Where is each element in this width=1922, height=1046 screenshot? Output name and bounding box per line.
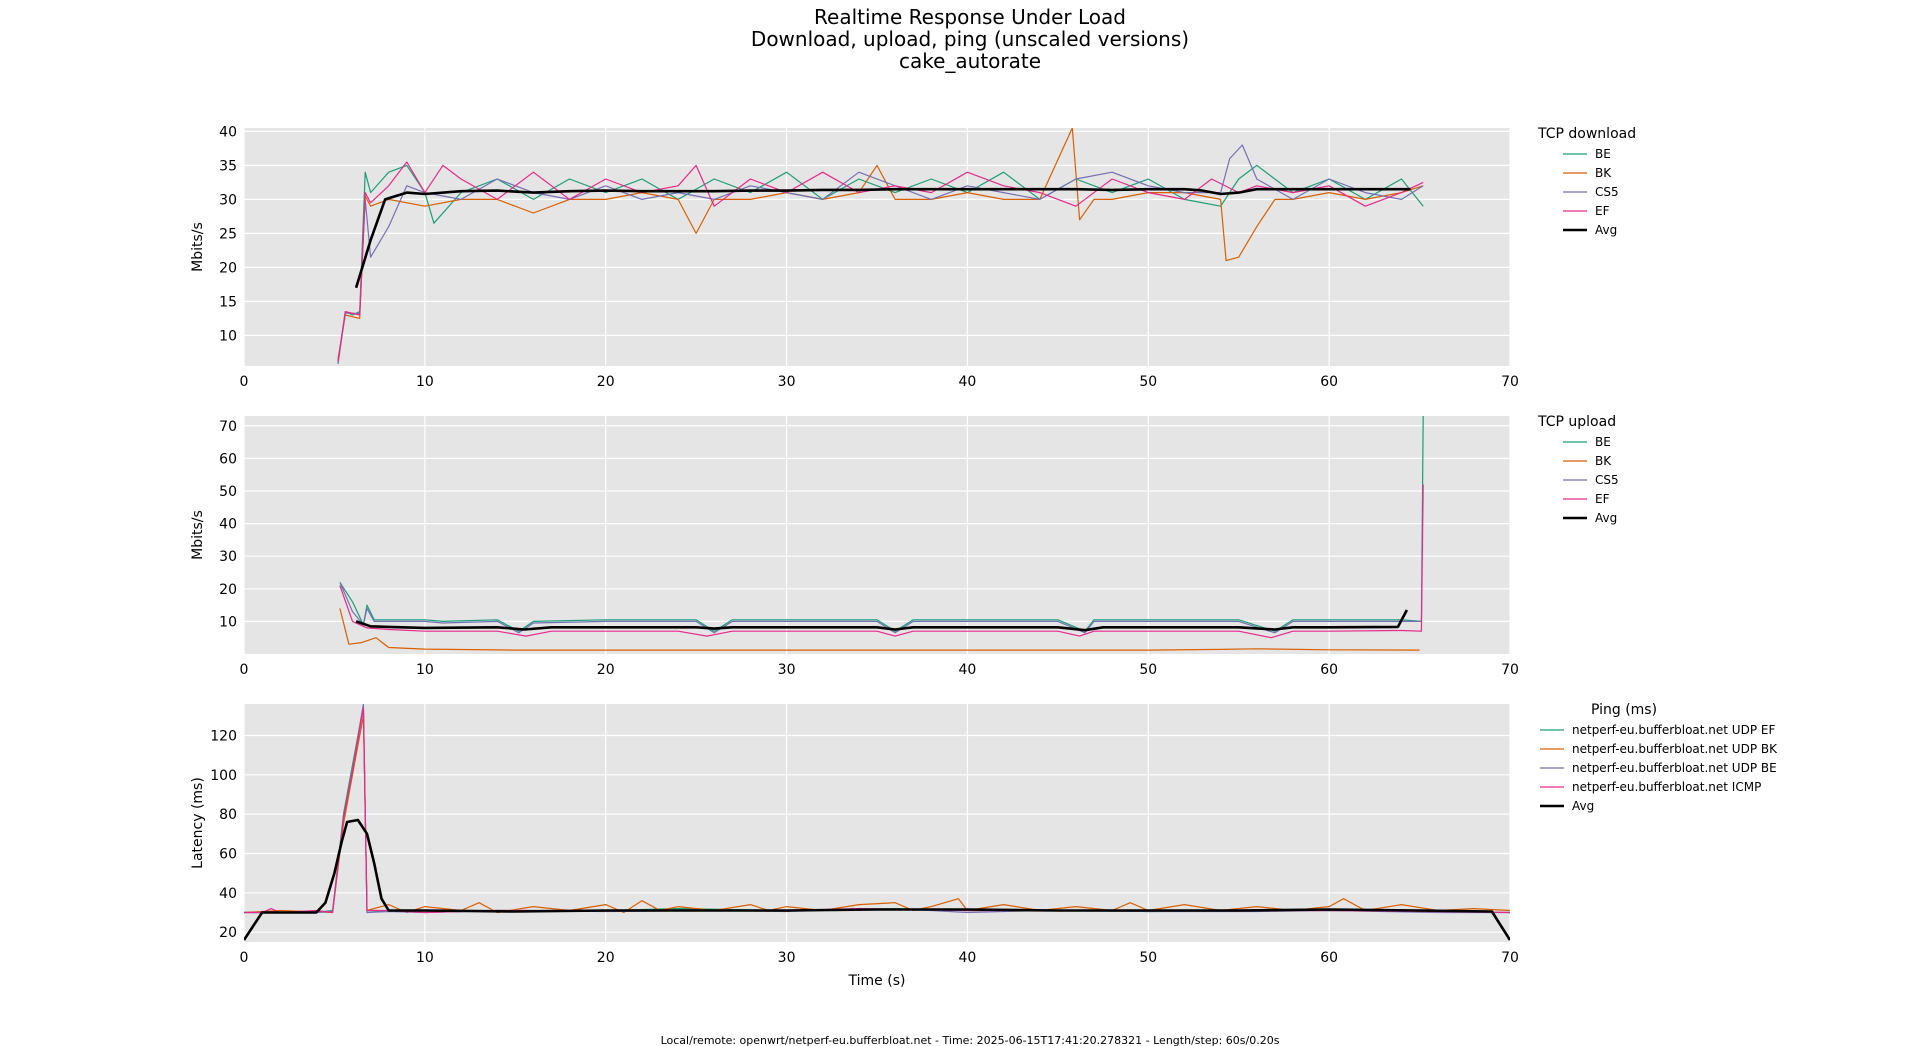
series-line-download-ef (337, 161, 1424, 362)
legend-label: netperf-eu.bufferbloat.net ICMP (1572, 780, 1761, 794)
y-tick-label: 40 (219, 124, 237, 140)
x-tick-label: 40 (959, 374, 977, 390)
title-line-2: Download, upload, ping (unscaled version… (751, 27, 1189, 51)
y-tick-label: 35 (219, 158, 237, 174)
legend-label: Avg (1595, 511, 1617, 525)
y-tick-label: 30 (219, 549, 237, 565)
series-line-download-cs5 (337, 144, 1424, 365)
plot-area-download (244, 128, 1510, 366)
legend-label: CS5 (1595, 185, 1619, 199)
x-tick-label: 0 (240, 950, 249, 966)
legend-label: netperf-eu.bufferbloat.net UDP BK (1572, 742, 1778, 756)
legend-download: TCP download BE BK CS5 EF Avg (1537, 126, 1636, 237)
x-tick-label: 60 (1320, 662, 1338, 678)
figure-footer: Local/remote: openwrt/netperf-eu.bufferb… (661, 1034, 1280, 1046)
y-tick-label: 30 (219, 192, 237, 208)
series-group-upload (339, 416, 1424, 651)
series-line-upload-cs5 (339, 582, 1422, 634)
y-axis-label: Mbits/s (190, 222, 206, 272)
figure-title: Realtime Response Under Load Download, u… (751, 5, 1189, 73)
x-tick-label: 30 (778, 950, 796, 966)
y-axis-label: Mbits/s (190, 510, 206, 560)
title-line-3: cake_autorate (899, 49, 1041, 73)
legend-label: EF (1595, 204, 1610, 218)
y-tick-label: 20 (219, 925, 237, 941)
x-tick-label: 10 (416, 950, 434, 966)
x-tick-label: 40 (959, 950, 977, 966)
legend-label: netperf-eu.bufferbloat.net UDP BE (1572, 761, 1777, 775)
series-group-download (337, 128, 1424, 365)
legend-upload: TCP upload BE BK CS5 EF Avg (1537, 414, 1619, 525)
x-tick-label: 50 (1139, 662, 1157, 678)
series-line-download-avg (354, 187, 1411, 289)
chart-panels: 0 10 20 30 40 50 60 70 10 15 20 25 30 35 40 Mbits/s TCP … (190, 124, 1778, 989)
x-tick-label: 60 (1320, 950, 1338, 966)
x-tick-label: 50 (1139, 374, 1157, 390)
y-tick-label: 25 (219, 226, 237, 242)
y-tick-label: 100 (210, 768, 237, 784)
panel-ping: 0 10 20 30 40 50 60 70 20 40 60 80 100 120 Latency (ms… (190, 702, 1778, 989)
x-tick-label: 0 (240, 662, 249, 678)
x-axis-label: Time (s) (848, 973, 906, 989)
legend-label: CS5 (1595, 473, 1619, 487)
y-tick-label: 80 (219, 807, 237, 823)
x-tick-label: 70 (1501, 374, 1519, 390)
y-axis-label: Latency (ms) (190, 777, 206, 869)
x-tick-label: 20 (597, 374, 615, 390)
legend-label: BE (1595, 435, 1611, 449)
y-tick-label: 10 (219, 328, 237, 344)
panel-download: 0 10 20 30 40 50 60 70 10 15 20 25 30 35 40 Mbits/s TCP … (190, 124, 1636, 390)
x-tick-label: 50 (1139, 950, 1157, 966)
x-tick-label: 10 (416, 374, 434, 390)
y-tick-label: 20 (219, 582, 237, 598)
y-tick-label: 70 (219, 419, 237, 435)
y-tick-label: 120 (210, 728, 237, 744)
legend-label: Avg (1595, 223, 1617, 237)
legend-title: TCP upload (1537, 414, 1616, 430)
y-tick-label: 20 (219, 260, 237, 276)
title-line-1: Realtime Response Under Load (814, 5, 1126, 29)
series-group-ping (244, 704, 1510, 941)
x-tick-label: 70 (1501, 662, 1519, 678)
series-line-upload-avg (355, 609, 1409, 632)
series-line-upload-bk (339, 608, 1420, 651)
series-line-upload-ef (339, 484, 1424, 639)
series-line-ping-avg (244, 818, 1510, 941)
x-tick-label: 20 (597, 662, 615, 678)
panel-upload: 0 10 20 30 40 50 60 70 10 20 30 40 50 60 70 Mbits/s TCP … (190, 414, 1619, 678)
x-tick-label: 0 (240, 374, 249, 390)
y-tick-label: 60 (219, 846, 237, 862)
y-tick-label: 50 (219, 484, 237, 500)
x-tick-label: 20 (597, 950, 615, 966)
legend-label: netperf-eu.bufferbloat.net UDP EF (1572, 723, 1775, 737)
x-tick-label: 40 (959, 662, 977, 678)
legend-label: Avg (1572, 799, 1594, 813)
y-tick-label: 40 (219, 517, 237, 533)
legend-label: BE (1595, 147, 1611, 161)
y-tick-label: 60 (219, 451, 237, 467)
y-tick-label: 40 (219, 886, 237, 902)
legend-ping: Ping (ms) netperf-eu.bufferbloat.net UDP … (1540, 702, 1778, 813)
x-tick-label: 30 (778, 374, 796, 390)
plot-area-upload (244, 416, 1510, 654)
series-line-download-be (337, 164, 1424, 363)
legend-label: BK (1595, 454, 1612, 468)
y-tick-label: 10 (219, 614, 237, 630)
legend-label: BK (1595, 166, 1612, 180)
legend-label: EF (1595, 492, 1610, 506)
x-tick-label: 60 (1320, 374, 1338, 390)
x-tick-label: 10 (416, 662, 434, 678)
y-tick-label: 15 (219, 294, 237, 310)
x-tick-label: 30 (778, 662, 796, 678)
legend-title: Ping (ms) (1591, 702, 1657, 718)
x-tick-label: 70 (1501, 950, 1519, 966)
legend-title: TCP download (1537, 126, 1636, 142)
plot-area-ping (244, 704, 1510, 942)
